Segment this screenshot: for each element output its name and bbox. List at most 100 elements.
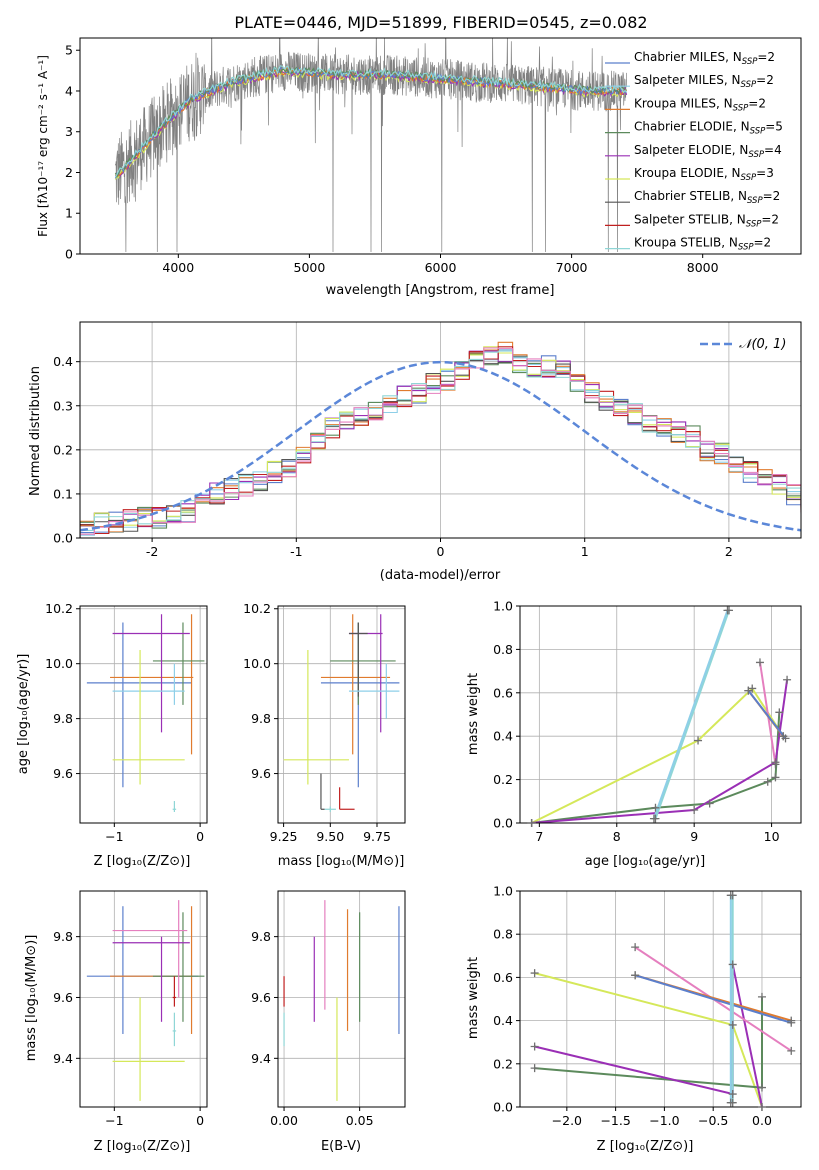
y-tick-label: 0.2 bbox=[493, 1056, 513, 1071]
hist-x-label: (data-model)/error bbox=[380, 568, 501, 583]
x-tick-label: 0.00 bbox=[270, 1113, 298, 1128]
mass-weight-line bbox=[654, 609, 730, 820]
x-tick-label: 6000 bbox=[425, 260, 457, 275]
axes-frame bbox=[277, 890, 406, 1108]
x-tick-label: 0.05 bbox=[346, 1113, 374, 1128]
mass-weight-vs-metallicity-panel: −2.0 −1.5 −1.0 −0.5 0.0 0.0 0.2 0.4 0.6 0.8 1.0 bbox=[493, 884, 802, 1128]
normal-distribution-curve bbox=[80, 360, 801, 532]
x-tick-label: 9.25 bbox=[270, 829, 298, 844]
mass-weight-marker bbox=[705, 799, 714, 808]
mwAge-x-label: age [log₁₀(age/yr)] bbox=[585, 854, 706, 869]
mass-weight-marker bbox=[755, 658, 764, 667]
plot-area bbox=[114, 38, 628, 253]
x-tick-label: -2 bbox=[146, 544, 158, 559]
y-tick-label: 9.8 bbox=[251, 711, 271, 726]
y-tick-label: 2 bbox=[65, 165, 73, 180]
x-tick-label: 7000 bbox=[556, 260, 588, 275]
mass-weight-marker bbox=[530, 1042, 539, 1051]
mass-weight-marker bbox=[726, 891, 735, 900]
age-vs-metallicity-panel: −1 0 9.6 9.8 10.0 10.2 bbox=[45, 601, 208, 844]
mass-weight-marker bbox=[728, 1090, 737, 1099]
x-tick-label: 10 bbox=[764, 829, 780, 844]
x-tick-label: −1 bbox=[105, 829, 123, 844]
x-tick-label: 0 bbox=[437, 544, 445, 559]
y-tick-label: 10.0 bbox=[45, 656, 73, 671]
mass-weight-line bbox=[531, 712, 781, 823]
mwAge-y-label: mass weight bbox=[466, 673, 481, 755]
mass-weight-marker bbox=[787, 1018, 796, 1027]
x-tick-label: 9.75 bbox=[363, 829, 391, 844]
mass-weight-marker bbox=[783, 675, 792, 684]
y-tick-label: 10.2 bbox=[45, 601, 73, 616]
mass-weight-marker bbox=[728, 1020, 737, 1029]
hist-legend-label: 𝒩(0, 1) bbox=[739, 337, 786, 352]
axes: −1 0 9.6 9.8 10.0 10.2 bbox=[45, 601, 208, 844]
plot-area bbox=[86, 900, 205, 1101]
mass-weight-vs-age-panel: 7 8 9 10 0.0 0.2 0.4 0.6 0.8 1.0 bbox=[493, 599, 802, 844]
y-tick-label: 0.2 bbox=[493, 772, 513, 787]
y-tick-label: 1.0 bbox=[493, 884, 513, 899]
x-tick-label: 4000 bbox=[162, 260, 194, 275]
massZ-y-label: mass [log₁₀(M/M⊙)] bbox=[24, 935, 39, 1062]
x-tick-label: 8 bbox=[613, 829, 621, 844]
mass-weight-marker bbox=[781, 734, 790, 743]
spectrum-data-line bbox=[115, 38, 627, 253]
axes-frame bbox=[79, 890, 208, 1108]
x-tick-label: 0.0 bbox=[752, 1113, 772, 1128]
massZ-x-label: Z [log₁₀(Z/Z⊙)] bbox=[94, 1139, 191, 1154]
y-tick-label: 0.4 bbox=[493, 1013, 513, 1028]
y-tick-label: 9.6 bbox=[53, 766, 73, 781]
legend-entry: Chabrier STELIB, NSSP=2 bbox=[634, 189, 780, 206]
y-tick-label: 9.8 bbox=[251, 929, 271, 944]
axes: −2.0 −1.5 −1.0 −0.5 0.0 0.0 0.2 0.4 0.6 0.8 1.0 bbox=[493, 884, 802, 1128]
y-tick-label: 0.0 bbox=[493, 816, 513, 831]
y-tick-label: 9.6 bbox=[251, 766, 271, 781]
y-tick-label: 9.6 bbox=[251, 990, 271, 1005]
y-tick-label: 0.6 bbox=[493, 685, 513, 700]
x-tick-label: 9 bbox=[690, 829, 698, 844]
mass-weight-marker bbox=[787, 1046, 796, 1055]
mass-vs-ebv-panel: 0.00 0.05 9.4 9.6 9.8 bbox=[251, 890, 406, 1128]
x-tick-label: −1.0 bbox=[649, 1113, 679, 1128]
y-tick-label: 10.0 bbox=[243, 656, 271, 671]
mass-weight-marker bbox=[649, 814, 658, 823]
mass-weight-marker bbox=[694, 736, 703, 745]
spectrum-x-label: wavelength [Angstrom, rest frame] bbox=[326, 283, 555, 298]
ageZ-y-label: age [log₁₀(age/yr)] bbox=[16, 654, 31, 775]
axes-frame bbox=[519, 890, 802, 1108]
mass-weight-marker bbox=[651, 803, 660, 812]
y-tick-label: 0.1 bbox=[53, 486, 73, 501]
x-tick-label: 8000 bbox=[687, 260, 719, 275]
x-tick-label: 5000 bbox=[294, 260, 326, 275]
y-tick-label: 9.4 bbox=[251, 1051, 271, 1066]
y-tick-label: 9.8 bbox=[53, 929, 73, 944]
y-tick-label: 0.2 bbox=[53, 442, 73, 457]
plot-area bbox=[531, 609, 789, 823]
y-tick-label: 9.8 bbox=[53, 711, 73, 726]
x-tick-label: 0 bbox=[196, 829, 204, 844]
legend-entry: Salpeter ELODIE, NSSP=4 bbox=[634, 143, 782, 160]
y-tick-label: 0.6 bbox=[493, 970, 513, 985]
y-tick-label: 0.8 bbox=[493, 642, 513, 657]
y-tick-label: 3 bbox=[65, 124, 73, 139]
mass-weight-marker bbox=[530, 969, 539, 978]
y-tick-label: 0.8 bbox=[493, 927, 513, 942]
mass-weight-marker bbox=[757, 1103, 766, 1111]
ageZ-x-label: Z [log₁₀(Z/Z⊙)] bbox=[94, 854, 191, 869]
figure-title: PLATE=0446, MJD=51899, FIBERID=0545, z=0… bbox=[234, 13, 647, 32]
y-tick-label: 4 bbox=[65, 83, 73, 98]
x-tick-label: −1 bbox=[105, 1113, 123, 1128]
axes: −1 0 9.4 9.6 9.8 bbox=[53, 890, 208, 1128]
mass-vs-metallicity-panel: −1 0 9.4 9.6 9.8 bbox=[53, 890, 208, 1128]
y-tick-label: 0.4 bbox=[493, 729, 513, 744]
age-vs-mass-panel: 9.25 9.50 9.75 9.6 9.8 10.0 10.2 bbox=[243, 601, 406, 844]
y-tick-label: 1 bbox=[65, 206, 73, 221]
histogram-step bbox=[80, 347, 801, 538]
mass-weight-line bbox=[634, 974, 792, 1024]
axes-frame bbox=[277, 605, 406, 824]
mass-weight-marker bbox=[757, 1083, 766, 1092]
residual-histogram-panel: -2 -1 0 1 2 0.0 0.1 0.2 0.3 0.4 bbox=[53, 321, 802, 559]
mass-weight-marker bbox=[763, 777, 772, 786]
x-tick-label: -1 bbox=[290, 544, 302, 559]
